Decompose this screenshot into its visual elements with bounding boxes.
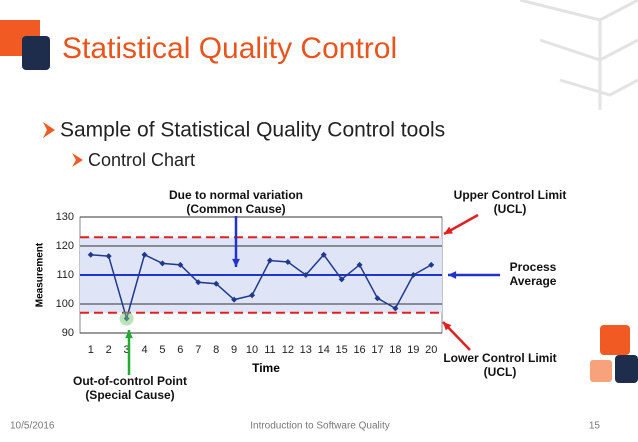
accent-square [22, 36, 50, 70]
data-point [392, 305, 399, 312]
x-tick-label: 13 [300, 344, 312, 356]
x-axis-label: Time [252, 361, 280, 375]
data-point [320, 251, 327, 258]
x-tick-label: 18 [389, 344, 401, 356]
accent-square [590, 360, 612, 382]
annotation: Average [510, 274, 557, 288]
data-point [428, 261, 435, 268]
annotation: (UCL) [484, 365, 517, 379]
x-tick-label: 12 [282, 344, 294, 356]
y-tick-label: 100 [56, 298, 74, 310]
arrow-head [232, 258, 240, 267]
data-point [159, 260, 166, 267]
accent-square [600, 325, 630, 355]
x-tick-label: 19 [407, 344, 419, 356]
annotation: Lower Control Limit [443, 351, 556, 365]
data-point [356, 261, 363, 268]
x-tick-label: 10 [246, 344, 258, 356]
data-point [266, 257, 273, 264]
x-tick-label: 20 [425, 344, 437, 356]
x-tick-label: 1 [88, 344, 94, 356]
x-tick-label: 6 [177, 344, 183, 356]
arrow-head [444, 226, 453, 234]
annotation: (Special Cause) [85, 388, 174, 402]
data-point [213, 280, 220, 287]
y-tick-label: 130 [56, 211, 74, 223]
data-point [284, 258, 291, 265]
bullet: Control Chart [88, 150, 195, 170]
data-point [141, 251, 148, 258]
arrow-head [443, 322, 452, 331]
footer-date: 10/5/2016 [10, 421, 55, 432]
data-point [338, 276, 345, 283]
outlier-highlight [119, 311, 134, 326]
data-point [177, 261, 184, 268]
annotation: Upper Control Limit [454, 188, 567, 202]
accent-square [615, 355, 638, 383]
series-line [90, 253, 432, 322]
annotation: (Common Cause) [186, 202, 285, 216]
x-tick-label: 14 [318, 344, 330, 356]
x-tick-label: 3 [124, 344, 130, 356]
annotation: Out-of-control Point [73, 374, 187, 388]
data-point [105, 253, 112, 260]
data-point [231, 296, 238, 303]
x-tick-label: 8 [213, 344, 219, 356]
bullet-icon [72, 153, 83, 167]
data-point [195, 279, 202, 286]
x-tick-label: 16 [353, 344, 365, 356]
annotation: (UCL) [494, 202, 527, 216]
x-tick-label: 5 [159, 344, 165, 356]
x-tick-label: 17 [371, 344, 383, 356]
arrow-head [125, 330, 133, 339]
data-point [410, 272, 417, 278]
data-point [87, 251, 94, 258]
arrow-head [448, 271, 457, 279]
x-tick-label: 7 [195, 344, 201, 356]
x-tick-label: 2 [106, 344, 112, 356]
x-tick-label: 15 [336, 344, 348, 356]
page-number: 15 [589, 421, 601, 432]
bullet: Sample of Statistical Quality Control to… [60, 119, 445, 142]
data-point [302, 272, 309, 278]
data-point [374, 295, 381, 302]
annotation: Process [510, 260, 557, 274]
footer-title: Introduction to Software Quality [250, 421, 390, 432]
y-tick-label: 110 [56, 269, 74, 281]
slide-title: Statistical Quality Control [62, 32, 397, 65]
y-tick-label: 90 [62, 327, 74, 339]
annotation: Due to normal variation [169, 188, 303, 202]
x-tick-label: 4 [141, 344, 147, 356]
y-axis-label: Measurement [35, 242, 46, 307]
cube-outline [519, 0, 638, 110]
bullet-icon [43, 122, 55, 138]
x-tick-label: 11 [264, 344, 275, 356]
x-tick-label: 9 [231, 344, 237, 356]
data-point [249, 292, 256, 299]
y-tick-label: 120 [56, 240, 74, 252]
